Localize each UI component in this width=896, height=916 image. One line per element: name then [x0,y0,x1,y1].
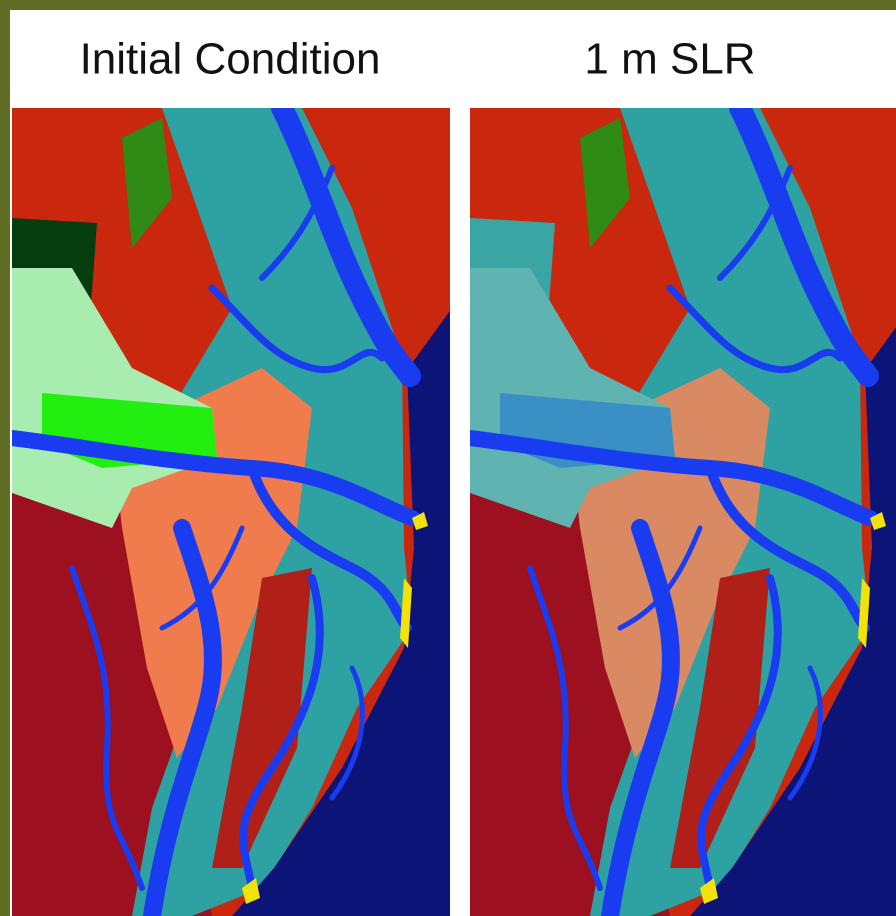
map-slr [470,108,896,916]
map-initial [12,108,452,916]
panel-title: Initial Condition [80,35,381,84]
panel-title: 1 m SLR [584,35,755,84]
figure: Initial Condition 1 m SLR [0,0,896,916]
